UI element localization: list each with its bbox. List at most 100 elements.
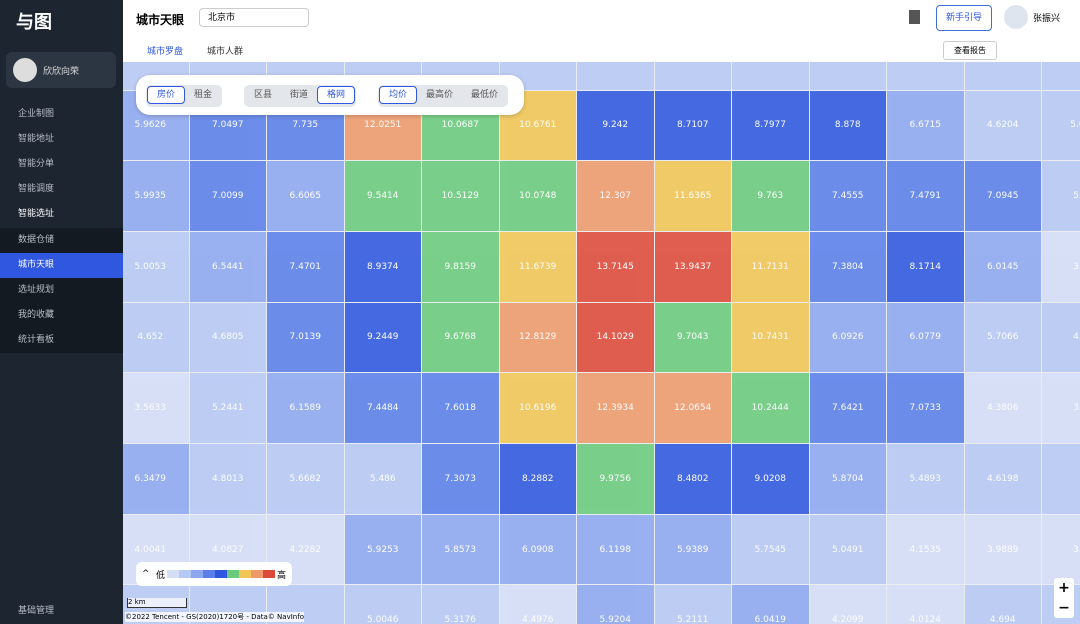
menu-item[interactable]: 智能调度	[18, 184, 55, 194]
grid-cell[interactable]: 9.2449	[344, 302, 421, 373]
grid-cell[interactable]: 4.6198	[964, 444, 1041, 514]
grid-cell[interactable]: 5.9253	[344, 514, 421, 585]
menu-item[interactable]: 智能分单	[18, 159, 55, 169]
grid-cell[interactable]: 6.0145	[964, 231, 1041, 302]
grid-cell[interactable]: 12.0654	[654, 373, 731, 443]
user-name[interactable]: 张振兴	[1033, 14, 1061, 24]
grid-cell[interactable]: 6.0779	[887, 302, 964, 373]
grid-cell[interactable]: 6.0908	[499, 514, 576, 585]
submenu-item[interactable]: 城市天眼	[0, 253, 123, 278]
grid-cell[interactable]: 5.7066	[964, 302, 1041, 373]
grid-cell[interactable]: 9.6768	[422, 302, 499, 373]
grid-cell[interactable]: 5.6682	[267, 444, 344, 514]
city-select[interactable]: 北京市	[199, 8, 309, 27]
grid-cell[interactable]: 10.7431	[732, 302, 809, 373]
grid-cell[interactable]: 13.9437	[654, 231, 731, 302]
grid-cell[interactable]: 10.6196	[499, 373, 576, 443]
grid-cell[interactable]: 5.0046	[344, 585, 421, 624]
grid-cell[interactable]: 10.0748	[499, 161, 576, 231]
tab[interactable]: 城市罗盘	[147, 44, 184, 64]
toggle-button[interactable]: 房价	[147, 86, 186, 104]
grid-cell[interactable]: 10.2444	[732, 373, 809, 443]
grid-cell[interactable]: 7.4701	[267, 231, 344, 302]
grid-cell[interactable]: 5.8573	[422, 514, 499, 585]
tab[interactable]: 城市人群	[207, 47, 244, 57]
grid-cell[interactable]: 4.4976	[499, 585, 576, 624]
grid-cell[interactable]	[1042, 444, 1080, 514]
grid-cell[interactable]: 7.4555	[809, 161, 886, 231]
grid-cell[interactable]: 8.9374	[344, 231, 421, 302]
grid-cell[interactable]: 7.3073	[422, 444, 499, 514]
grid-cell[interactable]: 11.6365	[654, 161, 731, 231]
grid-cell[interactable]: 4.694	[964, 585, 1041, 624]
grid-cell[interactable]: 6.6715	[887, 90, 964, 161]
grid-cell[interactable]: 14.1029	[577, 302, 654, 373]
grid-cell[interactable]: 9.763	[732, 161, 809, 231]
grid-cell[interactable]: 8.878	[809, 90, 886, 161]
grid-cell[interactable]: 4.6805	[189, 302, 266, 373]
grid-cell[interactable]: 7.4484	[344, 373, 421, 443]
menu-item[interactable]: 智能选址	[18, 209, 55, 219]
grid-cell[interactable]: 3.5	[1042, 231, 1080, 302]
grid-cell[interactable]: 5.9204	[577, 585, 654, 624]
submenu-item[interactable]: 统计看板	[0, 328, 123, 353]
grid-cell[interactable]: 5.2441	[189, 373, 266, 443]
grid-cell[interactable]: 8.7107	[654, 90, 731, 161]
menu-item[interactable]: 智能地址	[18, 134, 55, 144]
grid-cell[interactable]: 9.7043	[654, 302, 731, 373]
submenu-item[interactable]: 选址规划	[0, 278, 123, 303]
grid-cell[interactable]: 6.0419	[732, 585, 809, 624]
grid-cell[interactable]: 7.0945	[964, 161, 1041, 231]
grid-cell[interactable]: 4.7	[1042, 302, 1080, 373]
grid-cell[interactable]: 4.8013	[189, 444, 266, 514]
grid-cell[interactable]: 7.0733	[887, 373, 964, 443]
grid-cell[interactable]: 9.8159	[422, 231, 499, 302]
grid-cell[interactable]: 4.6204	[964, 90, 1041, 161]
toggle-button[interactable]: 最低价	[471, 90, 499, 100]
grid-cell[interactable]: 13.7145	[577, 231, 654, 302]
report-button[interactable]: 查看报告	[943, 41, 997, 60]
grid-cell[interactable]: 6.6065	[267, 161, 344, 231]
grid-cell[interactable]: 9.242	[577, 90, 654, 161]
grid-cell[interactable]: 5.3	[1042, 161, 1080, 231]
menu-item[interactable]: 基础管理	[18, 606, 55, 616]
grid-cell[interactable]: 3.4	[1042, 373, 1080, 443]
grid-cell[interactable]: 7.4791	[887, 161, 964, 231]
toggle-button[interactable]: 均价	[379, 86, 418, 104]
toggle-button[interactable]: 租金	[194, 90, 213, 100]
submenu-item[interactable]: 数据仓储	[0, 228, 123, 253]
grid-cell[interactable]: 5.4893	[887, 444, 964, 514]
grid-cell[interactable]: 5.0491	[809, 514, 886, 585]
grid-cell[interactable]: 4.0124	[887, 585, 964, 624]
zoom-control[interactable]: + −	[1054, 578, 1074, 618]
grid-cell[interactable]: 6.3479	[123, 444, 189, 514]
grid-cell[interactable]: 3.7	[1042, 514, 1080, 585]
grid-cell[interactable]: 6.1198	[577, 514, 654, 585]
grid-cell[interactable]: 7.0139	[267, 302, 344, 373]
submenu-item[interactable]: 我的收藏	[0, 303, 123, 328]
grid-cell[interactable]: 7.3804	[809, 231, 886, 302]
grid-cell[interactable]: 11.6739	[499, 231, 576, 302]
grid-cell[interactable]: 9.5414	[344, 161, 421, 231]
grid-cell[interactable]: 6.1589	[267, 373, 344, 443]
grid-cell[interactable]: 11.7131	[732, 231, 809, 302]
grid-cell[interactable]: 6.5441	[189, 231, 266, 302]
grid-cell[interactable]: 5.06	[1042, 90, 1080, 161]
grid-cell[interactable]: 4.652	[123, 302, 189, 373]
book-icon[interactable]	[909, 10, 920, 24]
grid-cell[interactable]: 8.7977	[732, 90, 809, 161]
legend-toggle[interactable]: ^	[142, 569, 150, 579]
grid-cell[interactable]: 8.1714	[887, 231, 964, 302]
toggle-button[interactable]: 街道	[290, 90, 309, 100]
user-card[interactable]: 欣欣向荣	[6, 52, 116, 88]
grid-cell[interactable]: 3.9889	[964, 514, 1041, 585]
grid-cell[interactable]: 5.0053	[123, 231, 189, 302]
grid-cell[interactable]: 10.5129	[422, 161, 499, 231]
toggle-button[interactable]: 区县	[254, 90, 273, 100]
grid-cell[interactable]: 5.486	[344, 444, 421, 514]
grid-cell[interactable]: 12.3934	[577, 373, 654, 443]
grid-cell[interactable]: 5.9389	[654, 514, 731, 585]
grid-cell[interactable]: 4.3806	[964, 373, 1041, 443]
grid-cell[interactable]: 4.2099	[809, 585, 886, 624]
grid-cell[interactable]: 5.3176	[422, 585, 499, 624]
